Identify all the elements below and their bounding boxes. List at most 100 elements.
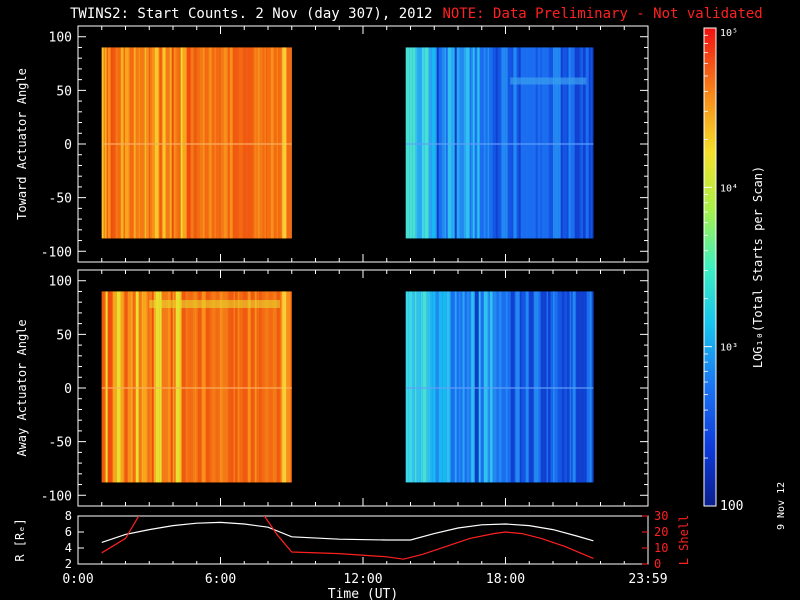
- side-date: 9 Nov 12: [776, 481, 787, 530]
- stripe: [211, 291, 216, 483]
- stripe: [519, 291, 522, 483]
- stripe: [495, 47, 498, 239]
- stripe: [417, 47, 422, 239]
- stripe: [507, 47, 512, 239]
- stripe: [273, 47, 277, 239]
- stripe: [175, 291, 180, 483]
- stripe: [290, 47, 292, 239]
- stripe: [569, 291, 571, 483]
- stripe: [521, 291, 526, 483]
- r-series-line: [101, 521, 594, 543]
- stripe: [452, 47, 454, 239]
- stripe: [579, 47, 582, 239]
- stripe: [173, 47, 176, 239]
- stripe: [202, 47, 205, 239]
- stripe: [267, 47, 269, 239]
- stripe: [129, 47, 134, 239]
- stripe: [592, 291, 594, 483]
- ytick-label: 0: [64, 382, 72, 397]
- xtick-label: 12:00: [343, 572, 382, 587]
- colorbar: 100 10³ 10⁴ 10⁵ LOG₁₀(Total Starts per Scan…: [703, 27, 765, 514]
- stripe: [541, 47, 546, 239]
- stripe: [487, 291, 489, 483]
- stripe: [566, 47, 568, 239]
- stripe: [444, 47, 446, 239]
- ytick-label-right: 20: [654, 525, 668, 539]
- stripe: [104, 291, 106, 483]
- stripe: [451, 47, 453, 239]
- stripe: [135, 291, 139, 483]
- stripe: [538, 291, 541, 483]
- stripe: [201, 291, 206, 483]
- stripe: [120, 47, 124, 239]
- stripe: [173, 291, 176, 483]
- ytick-label: 50: [56, 328, 72, 343]
- band-feature: [149, 300, 280, 309]
- stripe: [562, 47, 567, 239]
- colorbar-tick-label: 100: [720, 499, 743, 514]
- stripe: [146, 291, 148, 483]
- zero-band: [101, 143, 292, 145]
- stripe: [497, 47, 501, 239]
- stripe: [162, 47, 166, 239]
- stripe: [253, 291, 255, 483]
- colorbar-gradient: [704, 28, 716, 506]
- stripe: [485, 47, 488, 239]
- stripe: [540, 291, 544, 483]
- colorbar-tick-label: 10³: [720, 343, 738, 354]
- stripe: [246, 47, 248, 239]
- ytick-label-right: 0: [654, 557, 661, 571]
- zero-band: [405, 387, 594, 389]
- stripe: [582, 47, 586, 239]
- stripe: [219, 291, 222, 483]
- stripe: [193, 47, 197, 239]
- stripe: [165, 47, 170, 239]
- ytick-label: -50: [49, 192, 72, 207]
- stripe: [264, 47, 266, 239]
- stripe: [447, 47, 452, 239]
- stripe: [209, 47, 212, 239]
- stripe: [257, 47, 260, 239]
- stripe: [230, 291, 234, 483]
- stripe: [254, 47, 256, 239]
- stripe: [438, 291, 443, 483]
- colorbar-tick-label: 10⁵: [720, 28, 738, 39]
- stripe: [238, 291, 240, 483]
- stripe: [424, 47, 429, 239]
- stripe: [270, 47, 274, 239]
- edge-feature: [282, 291, 287, 483]
- stripe: [450, 291, 455, 483]
- stripe: [505, 291, 508, 483]
- xlabel: Time (UT): [328, 587, 398, 600]
- stripe: [167, 291, 171, 483]
- stripe: [179, 291, 181, 483]
- stripe: [529, 291, 534, 483]
- stripe: [524, 47, 529, 239]
- ylabel-left-bottom: R [Rₑ]: [13, 518, 27, 561]
- stripe: [574, 47, 578, 239]
- stripe: [149, 47, 152, 239]
- stripe: [463, 47, 466, 239]
- stripe: [255, 47, 258, 239]
- colorbar-tick-label: 10⁴: [720, 183, 738, 194]
- stripe: [120, 291, 124, 483]
- stripe: [150, 291, 152, 483]
- stripe: [254, 291, 257, 483]
- stripe: [416, 291, 421, 483]
- stripe: [209, 291, 212, 483]
- stripe: [237, 291, 239, 483]
- stripe: [149, 291, 151, 483]
- stripe: [469, 291, 471, 483]
- stripe: [276, 47, 278, 239]
- stripe: [581, 47, 583, 239]
- stripe: [528, 47, 531, 239]
- ytick-label: 50: [56, 84, 72, 99]
- stripe: [115, 47, 118, 239]
- stripe: [480, 291, 484, 483]
- heatmap-middle: [101, 291, 594, 483]
- stripe: [445, 47, 448, 239]
- zero-band: [405, 143, 594, 145]
- stripe: [460, 291, 462, 483]
- stripe: [551, 291, 553, 483]
- stripe: [124, 291, 128, 483]
